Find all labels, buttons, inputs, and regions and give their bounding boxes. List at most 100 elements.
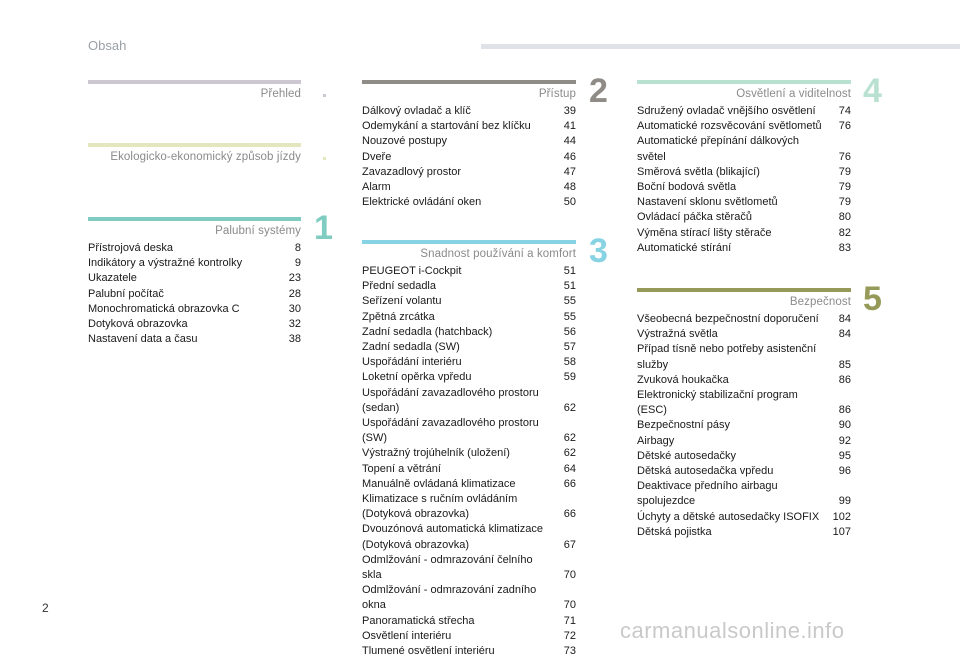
toc-entry-page: 47 (563, 165, 576, 178)
toc-entry-page: 55 (563, 310, 576, 323)
section-number: 2 (589, 72, 608, 110)
toc-entry[interactable]: Dveře 46 (362, 150, 576, 165)
section-title: Osvětlení a viditelnost (736, 88, 851, 100)
toc-entry[interactable]: Alarm 48 (362, 180, 576, 195)
toc-entry[interactable]: Boční bodová světla 79 (637, 180, 851, 195)
toc-entry[interactable]: Bezpečnostní pásy 90 (637, 418, 851, 433)
toc-entry[interactable]: Zvuková houkačka 86 (637, 373, 851, 388)
toc-entry[interactable]: Monochromatická obrazovka C 30 (88, 302, 301, 317)
toc-entry[interactable]: Indikátory a výstražné kontrolky 9 (88, 256, 301, 271)
toc-entry-title: Nastavení sklonu světlometů (637, 196, 778, 209)
toc-entry[interactable]: Odmlžování - odmrazování čelního skla 70 (362, 553, 576, 583)
toc-entry-page: 76 (838, 120, 851, 133)
toc-entry[interactable]: Dvouzónová automatická klimatizace (Doty… (362, 522, 576, 552)
toc-entry-page: 51 (563, 265, 576, 277)
toc-entry-page: 56 (563, 325, 576, 338)
toc-entry[interactable]: Nastavení sklonu světlometů 79 (637, 195, 851, 210)
toc-entry-title: Dvouzónová automatická klimatizace (Doty… (362, 523, 543, 551)
toc-entry-title: Klimatizace s ručním ovládáním (Dotyková… (362, 493, 518, 521)
toc-entry-title: Alarm (362, 181, 391, 194)
toc-entry[interactable]: Uspořádání zavazadlového prostoru (SW) 62 (362, 416, 576, 446)
toc-entry[interactable]: Zadní sedadla (SW) 57 (362, 340, 576, 355)
toc-entry-title: Sdružený ovladač vnějšího osvětlení (637, 105, 816, 117)
toc-entry-page: 79 (838, 181, 851, 194)
toc-entry[interactable]: PEUGEOT i-Cockpit 51 (362, 264, 576, 279)
toc-entry[interactable]: Uspořádání zavazadlového prostoru (sedan… (362, 386, 576, 416)
toc-entry[interactable]: Nouzové postupy 44 (362, 134, 576, 149)
toc-entry[interactable]: Ovládací páčka stěračů 80 (637, 210, 851, 225)
toc-entry[interactable]: Manuálně ovládaná klimatizace 66 (362, 477, 576, 492)
toc-entry[interactable]: Topení a větrání 64 (362, 462, 576, 477)
toc-entry[interactable]: Zpětná zrcátka 55 (362, 310, 576, 325)
toc-entry-page: 95 (838, 449, 851, 462)
section-number: 4 (863, 72, 882, 110)
toc-entry[interactable]: Případ tísně nebo potřeby asistenční slu… (637, 342, 851, 372)
toc-entry[interactable]: Airbagy 92 (637, 434, 851, 449)
section-title: Bezpečnost (789, 296, 851, 308)
toc-entry-title: Elektronický stabilizační program (ESC) (637, 389, 798, 417)
toc-entry[interactable]: Odemykání a startování bez klíčku 41 (362, 119, 576, 134)
toc-entry[interactable]: Deaktivace předního airbagu spolujezdce 9… (637, 479, 851, 509)
toc-entry[interactable]: Přední sedadla 51 (362, 279, 576, 294)
toc-entry-page: 86 (838, 373, 851, 386)
toc-entry[interactable]: Dětská autosedačka vpředu 96 (637, 464, 851, 479)
toc-entry[interactable]: Úchyty a dětské autosedačky ISOFIX 102 (637, 510, 851, 525)
toc-entry-title: Nastavení data a času (88, 333, 198, 346)
toc-entry[interactable]: Dětská pojistka 107 (637, 525, 851, 540)
toc-entry-page: 66 (563, 508, 576, 521)
toc-entry-page: 79 (838, 165, 851, 178)
toc-entry[interactable]: Automatické přepínání dálkových světel 76 (637, 134, 851, 164)
section-snadnost: Snadnost používání a komfort 3 PEUGEOT i… (362, 234, 614, 657)
toc-entry-title: Uspořádání zavazadlového prostoru (SW) (362, 417, 539, 445)
toc-entry[interactable]: Ukazatele 23 (88, 271, 301, 286)
toc-entry-title: Automatické přepínání dálkových světel (637, 135, 800, 163)
section-title: Palubní systémy (215, 225, 301, 237)
toc-entry[interactable]: Uspořádání interiéru 58 (362, 355, 576, 370)
section-bar (88, 217, 301, 221)
toc-entry-page: 30 (288, 302, 301, 315)
toc-entry-page: 9 (294, 257, 301, 270)
toc-entry[interactable]: Automatické stírání 83 (637, 241, 851, 256)
toc-entry[interactable]: Sdružený ovladač vnějšího osvětlení 74 (637, 104, 851, 119)
toc-entry[interactable]: Dotyková obrazovka 32 (88, 317, 301, 332)
toc-entry-page: 44 (563, 135, 576, 148)
toc-entry[interactable]: Nastavení data a času 38 (88, 332, 301, 347)
section-marker-dot (323, 157, 326, 160)
toc-entry[interactable]: Výstražná světla 84 (637, 327, 851, 342)
toc-entry-title: Osvětlení interiéru (362, 629, 452, 642)
toc-entry[interactable]: Výměna stírací lišty stěrače 82 (637, 226, 851, 241)
section-title: Přehled (260, 88, 301, 100)
entry-list: PEUGEOT i-Cockpit 51 Přední sedadla 51 Seříz… (362, 264, 576, 659)
page-number: 2 (42, 601, 49, 615)
toc-entry-page: 62 (563, 432, 576, 445)
section-number: 3 (589, 232, 608, 270)
toc-entry[interactable]: Dětské autosedačky 95 (637, 449, 851, 464)
toc-entry[interactable]: Klimatizace s ručním ovládáním (Dotyková… (362, 492, 576, 522)
toc-entry-title: Nouzové postupy (362, 135, 447, 148)
toc-entry[interactable]: Palubní počítač 28 (88, 287, 301, 302)
toc-entry[interactable]: Osvětlení interiéru 72 (362, 629, 576, 644)
toc-entry[interactable]: Elektrické ovládání oken 50 (362, 195, 576, 210)
toc-entry-title: Zvuková houkačka (637, 373, 729, 386)
toc-entry[interactable]: Loketní opěrka vpředu 59 (362, 370, 576, 385)
toc-entry[interactable]: Zavazadlový prostor 47 (362, 165, 576, 180)
toc-entry[interactable]: Odmlžování - odmrazování zadního okna 70 (362, 583, 576, 613)
toc-entry[interactable]: Zadní sedadla (hatchback) 56 (362, 325, 576, 340)
toc-entry-title: Dětské autosedačky (637, 449, 737, 462)
toc-entry[interactable]: Přístrojová deska 8 (88, 241, 301, 256)
toc-entry-page: 84 (838, 313, 851, 325)
toc-entry-page: 86 (838, 404, 851, 417)
toc-entry[interactable]: Tlumené osvětlení interiéru 73 (362, 644, 576, 659)
toc-entry[interactable]: Seřízení volantu 55 (362, 294, 576, 309)
toc-entry-page: 85 (838, 358, 851, 371)
toc-entry[interactable]: Automatické rozsvěcování světlometů 76 (637, 119, 851, 134)
toc-entry[interactable]: Panoramatická střecha 71 (362, 614, 576, 629)
toc-entry-title: Výměna stírací lišty stěrače (637, 226, 772, 239)
toc-entry[interactable]: Směrová světla (blikající) 79 (637, 165, 851, 180)
toc-entry-page: 62 (563, 447, 576, 460)
toc-entry[interactable]: Výstražný trojúhelník (uložení) 62 (362, 446, 576, 461)
header-rule (481, 44, 960, 49)
toc-entry[interactable]: Dálkový ovladač a klíč 39 (362, 104, 576, 119)
toc-entry[interactable]: Elektronický stabilizační program (ESC) 8… (637, 388, 851, 418)
toc-entry[interactable]: Všeobecná bezpečnostní doporučení 84 (637, 312, 851, 327)
